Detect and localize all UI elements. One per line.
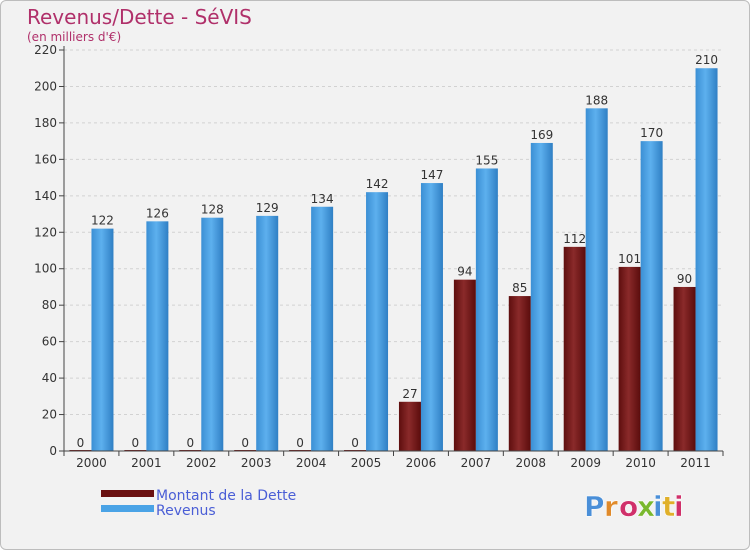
debt-value-label: 0 <box>296 436 304 450</box>
y-axis: 0 20 40 60 80 100 120 140 160 180 200 220 <box>34 43 65 458</box>
debt-value-label: 101 <box>618 252 641 266</box>
x-tick-label: 2009 <box>570 456 601 470</box>
debt-bar <box>508 296 531 451</box>
revenue-bar <box>366 192 389 451</box>
legend-swatch-revenue <box>101 505 154 512</box>
debt-value-label: 85 <box>512 281 527 295</box>
revenue-value-label: 147 <box>421 168 444 182</box>
revenue-bar <box>640 141 663 452</box>
chart-subtitle: (en milliers d'€) <box>27 30 121 44</box>
revenue-bar <box>530 142 553 451</box>
x-tick-label: 2005 <box>351 456 382 470</box>
chart-title: Revenus/Dette - SéVIS <box>27 5 252 29</box>
revenue-value-label: 142 <box>366 177 389 191</box>
revenue-bar <box>585 108 608 451</box>
revenue-value-label: 210 <box>695 53 718 67</box>
debt-bar <box>453 279 476 451</box>
logo-letter: r <box>604 490 618 523</box>
debt-value-label: 90 <box>677 272 692 286</box>
debt-bar <box>398 401 421 451</box>
revenue-bar <box>420 183 443 452</box>
logo-letter: t <box>662 490 675 523</box>
y-tick-label: 200 <box>34 79 57 93</box>
logo-letter: x <box>637 490 655 523</box>
legend-label-debt: Montant de la Dette <box>156 488 296 504</box>
x-tick-label: 2001 <box>131 456 162 470</box>
y-tick-label: 40 <box>42 371 57 385</box>
x-axis: 2000 2001 2002 2003 2004 2005 2006 2007 2008 2009… <box>63 450 724 470</box>
debt-value-label: 0 <box>77 436 85 450</box>
x-tick-label: 2010 <box>625 456 656 470</box>
revenue-value-label: 169 <box>530 128 553 142</box>
debt-bar <box>618 266 641 451</box>
debt-value-label: 0 <box>186 436 194 450</box>
revenue-value-label: 155 <box>475 153 498 167</box>
y-tick-label: 140 <box>34 189 57 203</box>
grid-lines <box>64 49 723 416</box>
debt-bar <box>673 286 696 451</box>
y-tick-label: 60 <box>42 335 57 349</box>
logo-letter: i <box>674 490 684 523</box>
logo-letter: i <box>653 490 663 523</box>
revenue-value-label: 188 <box>585 93 608 107</box>
x-tick-label: 2002 <box>186 456 217 470</box>
debt-value-label: 94 <box>457 265 472 279</box>
x-tick-label: 2004 <box>296 456 327 470</box>
x-tick-label: 2000 <box>76 456 107 470</box>
x-tick-label: 2006 <box>406 456 437 470</box>
debt-value-label: 27 <box>402 387 417 401</box>
revenue-value-label: 122 <box>91 214 114 228</box>
revenue-value-label: 170 <box>640 126 663 140</box>
x-tick-label: 2007 <box>461 456 492 470</box>
legend-label-revenue: Revenus <box>156 503 216 519</box>
debt-value-label: 0 <box>241 436 249 450</box>
logo-letter: o <box>619 490 638 523</box>
legend-swatch-debt <box>101 490 154 497</box>
y-tick-label: 80 <box>42 298 57 312</box>
y-tick-label: 0 <box>49 444 57 458</box>
revenue-value-label: 134 <box>311 192 334 206</box>
revenue-bar <box>91 228 114 451</box>
revenue-bar <box>695 68 718 452</box>
y-tick-label: 180 <box>34 116 57 130</box>
y-tick-label: 220 <box>34 43 57 57</box>
x-tick-label: 2011 <box>680 456 711 470</box>
revenue-bar <box>146 221 169 451</box>
debt-value-label: 0 <box>132 436 140 450</box>
legend: Montant de la Dette Revenus <box>101 488 296 519</box>
x-tick-label: 2008 <box>516 456 547 470</box>
logo-letter: P <box>584 490 605 523</box>
debt-value-label: 0 <box>351 436 359 450</box>
y-tick-label: 100 <box>34 262 57 276</box>
x-tick-label: 2003 <box>241 456 272 470</box>
debt-value-label: 112 <box>563 232 586 246</box>
y-tick-label: 20 <box>42 408 57 422</box>
revenue-bar <box>311 206 334 451</box>
revenue-value-label: 129 <box>256 201 279 215</box>
revenue-bar <box>256 215 279 451</box>
y-tick-label: 120 <box>34 225 57 239</box>
y-tick-label: 160 <box>34 152 57 166</box>
revenue-value-label: 128 <box>201 203 224 217</box>
bars: 0 122 0 126 0 128 0 129 0 134 0 142 27 147 94 155 85 169 1… <box>69 53 718 452</box>
revenue-value-label: 126 <box>146 206 169 220</box>
revenue-bar <box>201 217 224 451</box>
revenue-bar <box>475 168 498 451</box>
debt-bar <box>563 246 586 451</box>
